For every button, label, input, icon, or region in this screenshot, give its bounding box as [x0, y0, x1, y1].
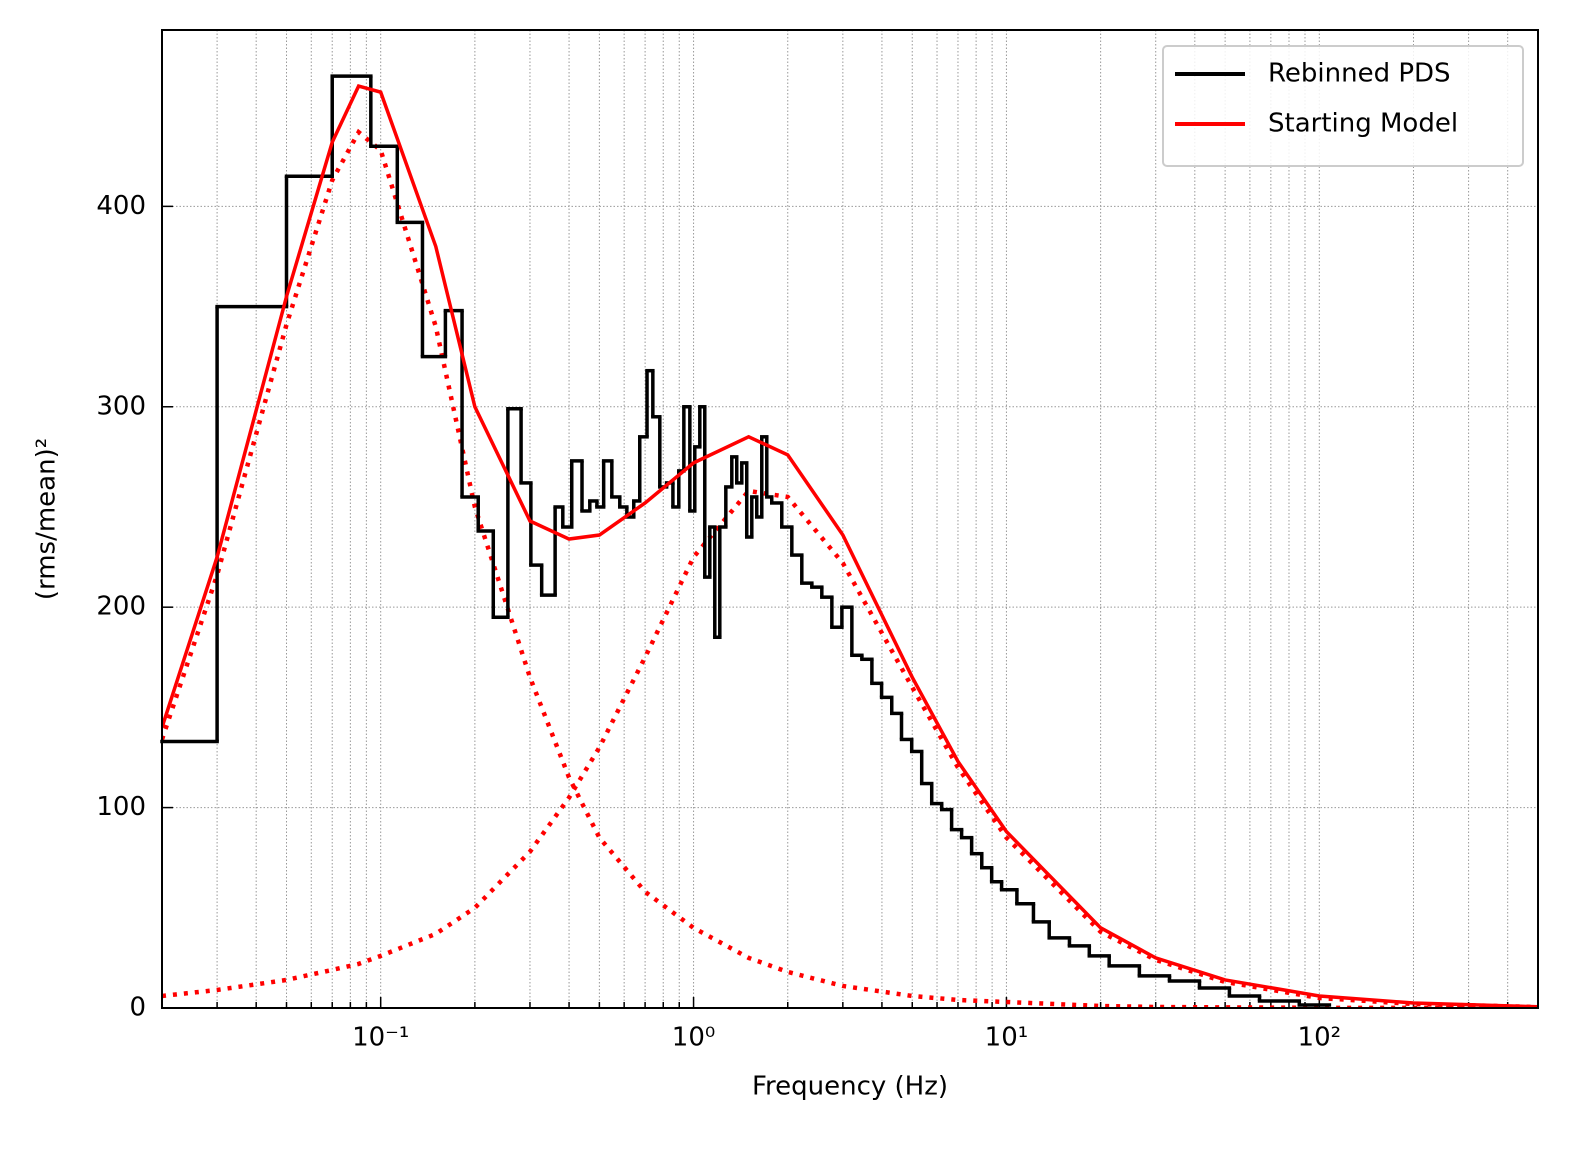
model-component [162, 128, 1538, 1008]
legend-label: Starting Model [1268, 109, 1458, 139]
y-tick-label: 200 [96, 592, 146, 622]
x-tick-label: 10² [1298, 1023, 1342, 1053]
legend-label: Rebinned PDS [1268, 59, 1451, 89]
x-tick-label: 10¹ [985, 1023, 1029, 1053]
legend-box [1162, 45, 1524, 167]
x-axis-label: Frequency (Hz) [752, 1072, 948, 1102]
model-component [162, 488, 1538, 1008]
x-tick-label: 10⁻¹ [352, 1023, 409, 1053]
y-tick-label: 0 [129, 993, 146, 1023]
y-tick-label: 100 [96, 792, 146, 822]
y-tick-label: 300 [96, 391, 146, 421]
y-tick-label: 400 [96, 191, 146, 221]
x-tick-label: 10⁰ [672, 1023, 716, 1053]
plot-frame [161, 29, 1539, 1009]
y-axis-label: (rms/mean)² [32, 438, 62, 600]
model-line [162, 84, 1538, 1008]
